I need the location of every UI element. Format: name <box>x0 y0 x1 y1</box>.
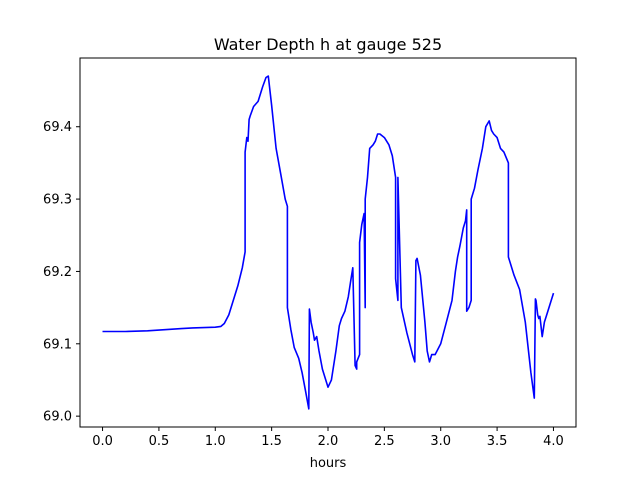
plot-area <box>79 57 577 428</box>
x-tick-label: 2.0 <box>318 434 339 449</box>
y-tick-label: 69.0 <box>43 410 72 425</box>
y-axis: 69.0 69.1 69.2 69.3 69.4 <box>43 120 80 425</box>
x-tick-label: 2.5 <box>374 434 395 449</box>
x-tick-label: 1.5 <box>261 434 282 449</box>
y-tick-label: 69.4 <box>43 120 72 135</box>
x-tick-label: 4.0 <box>543 434 564 449</box>
x-tick-label: 1.0 <box>205 434 226 449</box>
series-line <box>102 75 555 410</box>
series-layer <box>102 75 555 410</box>
x-axis: 0.0 0.5 1.0 1.5 2.0 2.5 3.0 3.5 4.0 <box>92 427 564 449</box>
y-tick-label: 69.3 <box>43 193 72 208</box>
x-tick-label: 0.5 <box>149 434 170 449</box>
y-tick-label: 69.1 <box>43 337 72 352</box>
x-tick-label: 0.0 <box>92 434 113 449</box>
y-tick-label: 69.2 <box>43 265 72 280</box>
chart-title: Water Depth h at gauge 525 <box>214 35 442 54</box>
x-axis-label: hours <box>310 456 347 471</box>
x-tick-label: 3.0 <box>430 434 451 449</box>
x-tick-label: 3.5 <box>487 434 508 449</box>
